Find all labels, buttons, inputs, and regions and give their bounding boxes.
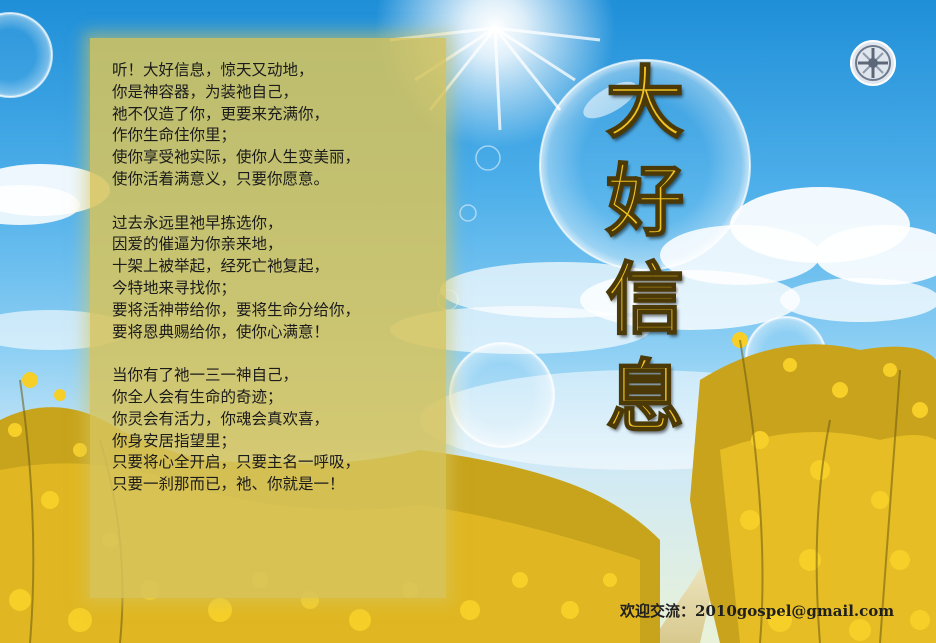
poem-line: 听！大好信息，惊天又动地， xyxy=(112,61,314,79)
poem-line: 你是神容器，为装祂自己， xyxy=(112,82,299,101)
poem-line: 当你有了祂一三一神自己， xyxy=(112,366,299,385)
poem-line: 只要将心全开启，只要主名一呼吸， xyxy=(112,453,361,472)
poem-line: 过去永远里祂早拣选你， xyxy=(112,213,283,232)
poem-line: 因爱的催逼为你亲来地， xyxy=(112,235,283,254)
title-char: 息 xyxy=(605,352,685,444)
title-char: 好 xyxy=(605,156,685,248)
poem-line: 十架上被举起，经死亡祂复起， xyxy=(112,257,330,276)
poster-title: 大 好 信 息 xyxy=(590,55,700,447)
title-char: 大 xyxy=(605,58,685,150)
contact-info: 欢迎交流：2010gospel@gmail.com xyxy=(620,600,894,621)
poem-stanza-3: 当你有了祂一三一神自己， 你全人会有生命的奇迹； 你灵会有活力，你魂会真欢喜， … xyxy=(112,365,442,496)
contact-label: 欢迎交流： xyxy=(620,602,696,620)
poem-line: 要将恩典赐给你，使你心满意！ xyxy=(112,322,330,341)
poem: 听！大好信息，惊天又动地， 你是神容器，为装祂自己， 祂不仅造了你，更要来充满你… xyxy=(112,60,442,518)
poem-line: 使你享受祂实际，使你人生变美丽， xyxy=(112,148,361,167)
poem-line: 你身安居指望里； xyxy=(112,431,237,450)
contact-email[interactable]: 2010gospel@gmail.com xyxy=(695,602,895,620)
poem-line: 只要一刹那而已，祂、你就是一！ xyxy=(112,475,345,494)
poem-line: 你全人会有生命的奇迹； xyxy=(112,387,283,406)
poem-stanza-1: 听！大好信息，惊天又动地， 你是神容器，为装祂自己， 祂不仅造了你，更要来充满你… xyxy=(112,60,442,191)
title-char: 信 xyxy=(605,254,685,346)
poem-line: 要将活神带给你，要将生命分给你， xyxy=(112,300,361,319)
dirt-path xyxy=(650,560,715,643)
poem-stanza-2: 过去永远里祂早拣选你， 因爱的催逼为你亲来地， 十架上被举起，经死亡祂复起， 今… xyxy=(112,213,442,344)
poem-line: 使你活着满意义，只要你愿意。 xyxy=(112,169,330,188)
poem-line: 作你生命住你里； xyxy=(112,126,237,145)
ornamental-cross-badge-icon xyxy=(850,40,896,86)
poem-panel xyxy=(90,38,446,598)
poem-line: 你灵会有活力，你魂会真欢喜， xyxy=(112,409,330,428)
poem-line: 今特地来寻找你； xyxy=(112,278,237,297)
poem-line: 祂不仅造了你，更要来充满你， xyxy=(112,104,330,123)
